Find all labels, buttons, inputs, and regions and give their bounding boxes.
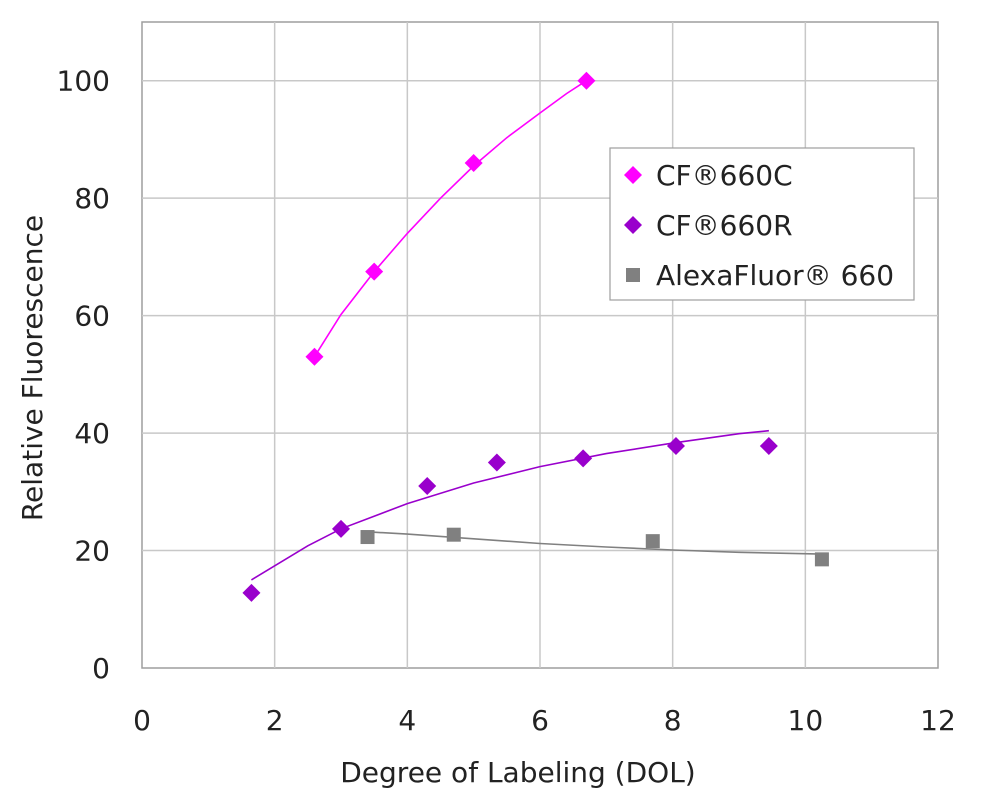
point-series-1-1 [332,519,350,538]
point-series-0-1 [365,262,384,281]
point-series-1-2 [418,476,437,495]
y-tick-label-4: 80 [74,182,110,215]
legend: CF®660C CF®660R AlexaFluor® 660 [609,147,915,301]
y-tick-label-3: 60 [74,300,110,333]
data-points [242,71,829,602]
point-series-0-2 [464,153,483,172]
legend-marker-0 [624,166,642,184]
point-series-2-0 [360,530,375,545]
legend-marker-1 [624,216,642,234]
point-series-1-6 [759,437,778,456]
x-tick-label-3: 6 [531,704,549,737]
point-series-0-3 [577,71,596,90]
legend-box [609,147,915,301]
y-tick-label-2: 40 [74,417,110,450]
x-axis-title: Degree of Labeling (DOL) [340,756,695,789]
x-tick-label-5: 10 [788,704,824,737]
point-series-1-0 [242,583,261,602]
y-tick-label-5: 100 [57,65,110,98]
x-tick-label-0: 0 [133,704,151,737]
y-tick-label-0: 0 [92,652,110,685]
y-axis-title: Relative Fluorescence [16,215,49,521]
trendline-series-2 [367,531,822,555]
legend-label-0: CF®660C [656,159,793,192]
x-tick-label-6: 12 [920,704,956,737]
point-series-1-3 [487,453,506,472]
y-tick-labels: 0 20 40 60 80 100 [57,65,110,685]
grid [142,22,938,668]
point-series-2-1 [446,527,461,542]
point-series-2-3 [814,552,829,567]
x-tick-label-4: 8 [664,704,682,737]
point-series-1-4 [574,449,593,468]
y-tick-label-1: 20 [74,535,110,568]
point-series-1-5 [666,437,685,456]
trendlines [250,80,822,581]
x-tick-label-1: 2 [266,704,284,737]
trendline-series-1 [250,429,769,581]
legend-label-2: AlexaFluor® 660 [656,259,894,292]
point-series-2-2 [645,534,660,549]
point-series-0-0 [305,347,324,366]
legend-label-1: CF®660R [656,209,793,242]
x-tick-label-2: 4 [398,704,416,737]
x-tick-labels: 0 2 4 6 8 10 12 [133,704,956,737]
legend-marker-2 [626,268,640,282]
trendline-series-0 [313,80,587,358]
